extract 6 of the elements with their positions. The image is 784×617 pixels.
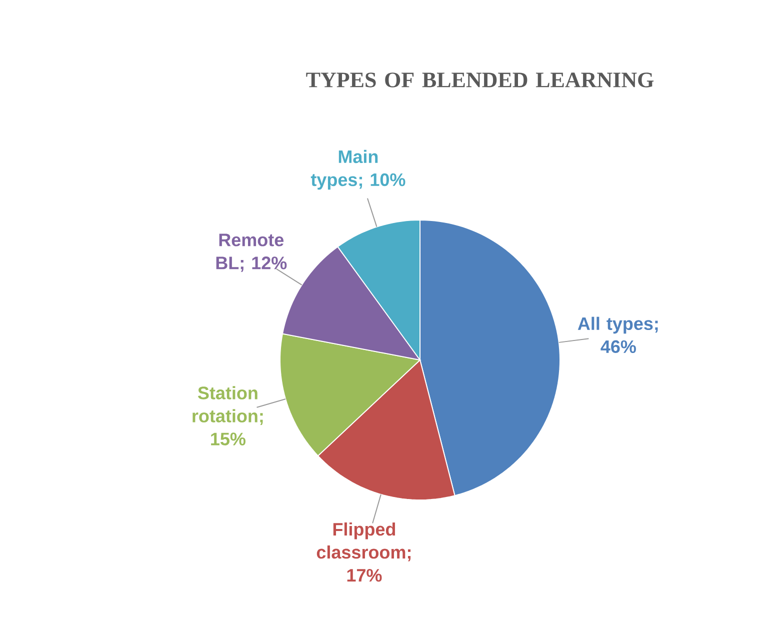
slice-label: Flipped classroom; 17% [316,522,411,582]
slice-label: Main types; 10% [310,150,406,190]
slice-label: Remote BL; 12% [216,234,287,272]
slice-label: All types; 46% [578,316,658,354]
chart-title: TYPES OF BLENDED LEARNING [306,72,654,88]
slice-label: Station rotation; 15% [192,386,263,446]
